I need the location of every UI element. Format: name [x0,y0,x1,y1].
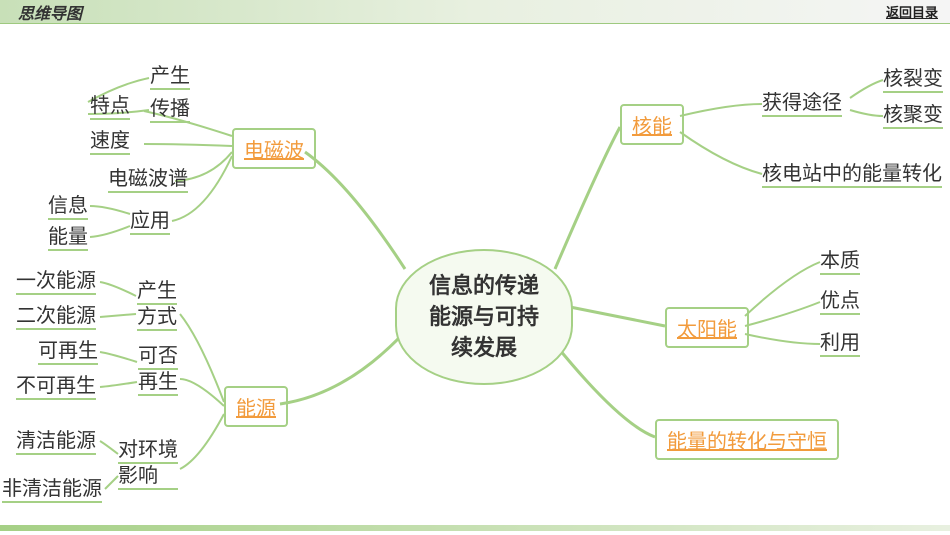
leaf-gen-method-l2: 方式 [137,305,177,331]
mindmap-canvas: 信息的传递 能源与可持 续发展 电磁波 能源 核能 太阳能 能量的转化与守恒 特… [0,24,950,529]
header-bar: 思维导图 返回目录 [0,0,950,24]
leaf-nonrenewable: 不可再生 [16,369,96,400]
leaf-plant: 核电站中的能量转化 [762,157,942,188]
leaf-primary: 一次能源 [16,264,96,295]
branch-nuclear[interactable]: 核能 [620,104,684,145]
back-link[interactable]: 返回目录 [886,2,938,21]
leaf-feature: 特点 [90,89,130,120]
leaf-fission: 核裂变 [883,62,943,93]
leaf-app: 应用 [130,204,170,235]
branch-em-wave[interactable]: 电磁波 [232,128,316,169]
leaf-propagate: 传播 [150,92,190,123]
leaf-info: 信息 [48,189,88,220]
leaf-gen-method: 产生 方式 [137,279,177,331]
footer-bar [0,525,950,531]
leaf-speed: 速度 [90,124,130,155]
leaf-essence: 本质 [820,244,860,275]
branch-conservation[interactable]: 能量的转化与守恒 [655,419,839,460]
center-line1: 信息的传递 [425,271,543,302]
leaf-env: 对环境 影响 [118,438,178,490]
center-line3: 续发展 [425,333,543,364]
leaf-gen-method-l1: 产生 [137,279,177,305]
leaf-clean: 清洁能源 [16,424,96,455]
leaf-energy: 能量 [48,220,88,251]
leaf-env-l1: 对环境 [118,438,178,464]
leaf-nonclean: 非清洁能源 [2,472,102,503]
leaf-spectrum: 电磁波谱 [108,162,188,193]
leaf-env-l2: 影响 [118,464,178,490]
leaf-generate: 产生 [150,59,190,90]
center-line2: 能源与可持 [425,302,543,333]
leaf-secondary: 二次能源 [16,299,96,330]
leaf-obtain: 获得途径 [762,86,842,117]
leaf-renewable-q: 可否 再生 [138,344,178,396]
leaf-fusion: 核聚变 [883,98,943,129]
leaf-renewable-q-l1: 可否 [138,344,178,370]
leaf-renewable-q-l2: 再生 [138,370,178,396]
leaf-renewable: 可再生 [38,334,98,365]
leaf-advantage: 优点 [820,284,860,315]
branch-solar[interactable]: 太阳能 [665,307,749,348]
page-title: 思维导图 [18,0,82,24]
branch-energy[interactable]: 能源 [224,386,288,427]
center-node: 信息的传递 能源与可持 续发展 [395,249,573,385]
leaf-use: 利用 [820,326,860,357]
